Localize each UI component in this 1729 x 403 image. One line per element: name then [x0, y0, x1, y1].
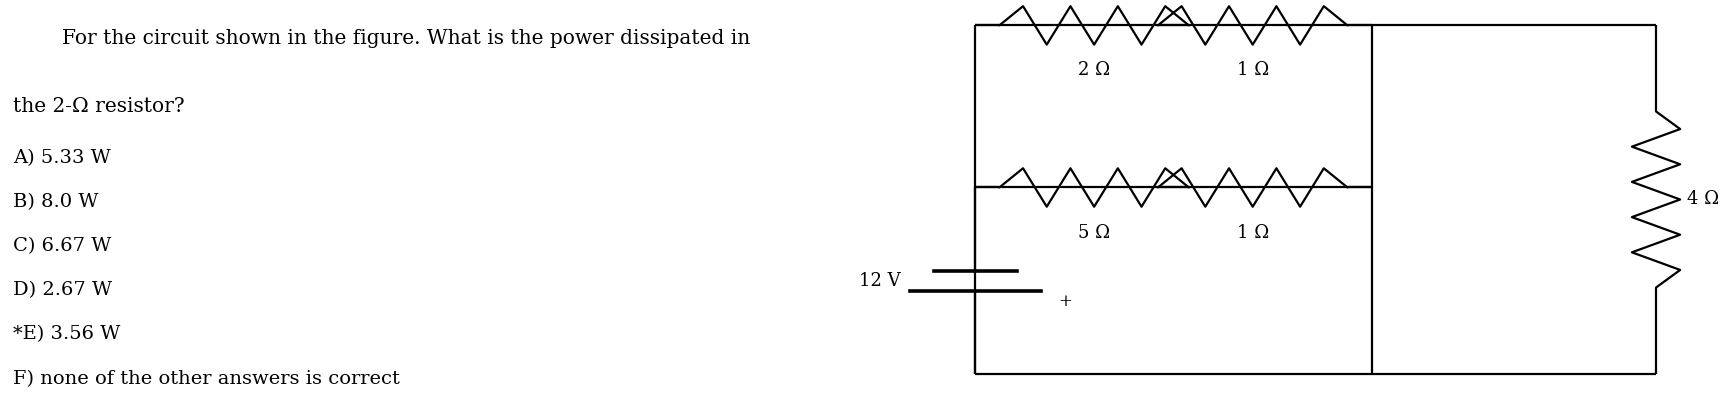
Text: 1 Ω: 1 Ω: [1236, 224, 1269, 241]
Text: 12 V: 12 V: [859, 272, 901, 289]
Text: +: +: [1058, 293, 1072, 310]
Text: 2 Ω: 2 Ω: [1079, 61, 1110, 79]
Text: A) 5.33 W: A) 5.33 W: [14, 150, 111, 168]
Text: 5 Ω: 5 Ω: [1079, 224, 1110, 241]
Text: F) none of the other answers is correct: F) none of the other answers is correct: [14, 370, 401, 388]
Text: 1 Ω: 1 Ω: [1236, 61, 1269, 79]
Text: *E) 3.56 W: *E) 3.56 W: [14, 326, 121, 344]
Text: For the circuit shown in the figure. What is the power dissipated in: For the circuit shown in the figure. Wha…: [62, 29, 750, 48]
Text: 4 Ω: 4 Ω: [1688, 191, 1719, 208]
Text: C) 6.67 W: C) 6.67 W: [14, 237, 112, 256]
Text: B) 8.0 W: B) 8.0 W: [14, 193, 99, 212]
Text: D) 2.67 W: D) 2.67 W: [14, 282, 112, 299]
Text: the 2-Ω resistor?: the 2-Ω resistor?: [14, 98, 185, 116]
